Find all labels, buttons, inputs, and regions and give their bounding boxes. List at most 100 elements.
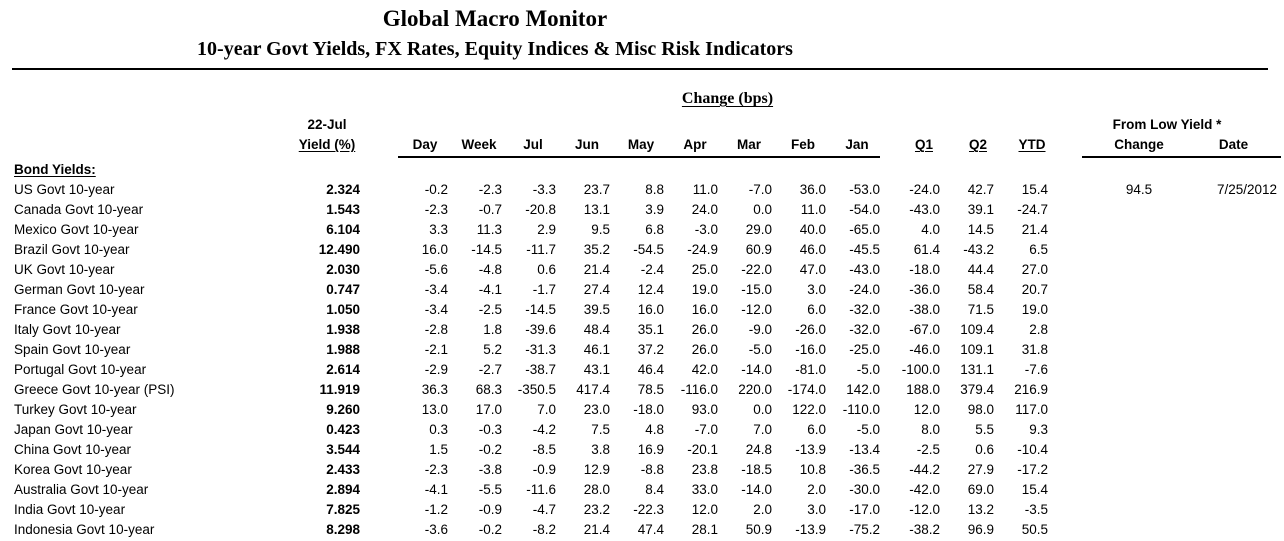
- column-header-month-mar: Mar: [736, 137, 761, 152]
- low-date-cell: [1186, 520, 1281, 540]
- low-change-cell: [1092, 280, 1186, 300]
- change-cell: -7.0: [748, 182, 772, 197]
- change-cell: 24.8: [745, 442, 772, 457]
- change-cell: -65.0: [849, 222, 880, 237]
- yield-cell: 0.747: [326, 282, 360, 297]
- change-cell: 26.0: [691, 342, 718, 357]
- change-cell: -0.2: [478, 522, 502, 537]
- table-row: Italy Govt 10-year 1.938 -2.8 1.8 -39.6 48.4 3…: [14, 320, 1281, 340]
- change-cell: 0.6: [537, 262, 556, 277]
- change-cell: 1.5: [429, 442, 448, 457]
- change-cell: -14.5: [471, 242, 502, 257]
- low-change-cell: [1092, 520, 1186, 540]
- change-cell: -116.0: [680, 382, 718, 397]
- change-cell: 2.0: [753, 502, 772, 517]
- change-cell: -2.3: [424, 462, 448, 477]
- change-cell: -2.8: [424, 322, 448, 337]
- change-cell: 47.0: [799, 262, 826, 277]
- row-label: German Govt 10-year: [14, 282, 145, 297]
- quarter-cell-ytd: 31.8: [1021, 342, 1048, 357]
- change-cell: 8.8: [645, 182, 664, 197]
- low-date-cell: [1186, 400, 1281, 420]
- change-cell: -0.9: [478, 502, 502, 517]
- change-cell: -0.2: [478, 442, 502, 457]
- change-cell: 3.0: [807, 282, 826, 297]
- table-rows: US Govt 10-year 2.324 -0.2 -2.3 -3.3 23.7 8.8 1…: [14, 180, 1281, 540]
- change-cell: -5.5: [478, 482, 502, 497]
- change-cell: -8.2: [532, 522, 556, 537]
- row-label: Japan Govt 10-year: [14, 422, 133, 437]
- row-label: Canada Govt 10-year: [14, 202, 144, 217]
- low-date-cell: [1186, 460, 1281, 480]
- column-header-month-day: Day: [412, 137, 438, 152]
- change-cell: -0.2: [424, 182, 448, 197]
- quarter-cell-q1: 4.0: [921, 222, 940, 237]
- quarter-cell-q1: -46.0: [909, 342, 940, 357]
- change-cell: -2.7: [478, 362, 502, 377]
- change-cell: -4.2: [532, 422, 556, 437]
- quarter-cell-q2: 71.5: [967, 302, 994, 317]
- change-cell: 93.0: [691, 402, 718, 417]
- quarter-cell-ytd: 27.0: [1021, 262, 1048, 277]
- change-cell: -54.5: [633, 242, 664, 257]
- change-cell: -3.4: [424, 302, 448, 317]
- quarter-cell-q2: 5.5: [975, 422, 994, 437]
- change-cell: -2.1: [424, 342, 448, 357]
- change-cell: -13.4: [849, 442, 880, 457]
- quarter-cell-q1: -36.0: [909, 282, 940, 297]
- row-label: Spain Govt 10-year: [14, 342, 131, 357]
- table-row: UK Govt 10-year 2.030 -5.6 -4.8 0.6 21.4 -2.4 2…: [14, 260, 1281, 280]
- quarter-cell-q2: 14.5: [967, 222, 994, 237]
- low-change-cell: [1092, 300, 1186, 320]
- quarter-cell-q1: -42.0: [909, 482, 940, 497]
- quarter-cell-q2: 39.1: [967, 202, 994, 217]
- change-cell: -7.0: [694, 422, 718, 437]
- column-header-month-feb: Feb: [790, 137, 815, 152]
- change-cell: -0.9: [532, 462, 556, 477]
- quarter-cell-ytd: 15.4: [1021, 182, 1048, 197]
- change-cell: -18.5: [741, 462, 772, 477]
- low-date-cell: [1186, 500, 1281, 520]
- change-cell: 16.0: [421, 242, 448, 257]
- change-cell: 21.4: [583, 262, 610, 277]
- change-cell: -20.8: [525, 202, 556, 217]
- change-cell: 13.1: [583, 202, 610, 217]
- yield-cell: 1.050: [326, 302, 360, 317]
- change-cell: 28.1: [691, 522, 718, 537]
- change-cell: 16.0: [637, 302, 664, 317]
- change-cell: 3.0: [807, 502, 826, 517]
- quarter-cell-ytd: 216.9: [1014, 382, 1048, 397]
- column-header-low-date: Date: [1218, 137, 1249, 152]
- yield-date-header: 22-Jul: [307, 117, 347, 132]
- change-cell: 60.9: [745, 242, 772, 257]
- change-cell: 11.0: [692, 182, 718, 197]
- quarter-cell-q2: 58.4: [967, 282, 994, 297]
- change-cell: -5.6: [424, 262, 448, 277]
- yield-cell: 2.324: [326, 182, 360, 197]
- quarter-cell-q1: -18.0: [909, 262, 940, 277]
- yield-cell: 7.825: [326, 502, 360, 517]
- low-date-cell: [1186, 220, 1281, 240]
- low-change-cell: [1092, 360, 1186, 380]
- yield-cell: 2.614: [326, 362, 360, 377]
- change-cell: 40.0: [799, 222, 826, 237]
- low-change-cell: [1092, 340, 1186, 360]
- change-cell: -14.0: [741, 362, 772, 377]
- table-row: France Govt 10-year 1.050 -3.4 -2.5 -14.5 39.…: [14, 300, 1281, 320]
- change-cell: -36.5: [849, 462, 880, 477]
- table-row: German Govt 10-year 0.747 -3.4 -4.1 -1.7 27.4…: [14, 280, 1281, 300]
- change-cell: -15.0: [741, 282, 772, 297]
- column-header-quarter-q2: Q2: [968, 137, 987, 152]
- row-label: Indonesia Govt 10-year: [14, 522, 155, 537]
- table-row: Turkey Govt 10-year 9.260 13.0 17.0 7.0 23.0 -…: [14, 400, 1281, 420]
- quarter-cell-q2: 42.7: [967, 182, 994, 197]
- column-header-quarter-ytd: YTD: [1018, 137, 1046, 152]
- change-cell: 19.0: [691, 282, 718, 297]
- change-cell: -350.5: [517, 382, 556, 397]
- low-change-cell: [1092, 380, 1186, 400]
- section-label-bond-yields: Bond Yields:: [14, 162, 96, 177]
- quarter-cell-q1: 61.4: [913, 242, 940, 257]
- change-cell: -22.0: [741, 262, 772, 277]
- change-cell: 46.1: [583, 342, 610, 357]
- change-cell: 29.0: [745, 222, 772, 237]
